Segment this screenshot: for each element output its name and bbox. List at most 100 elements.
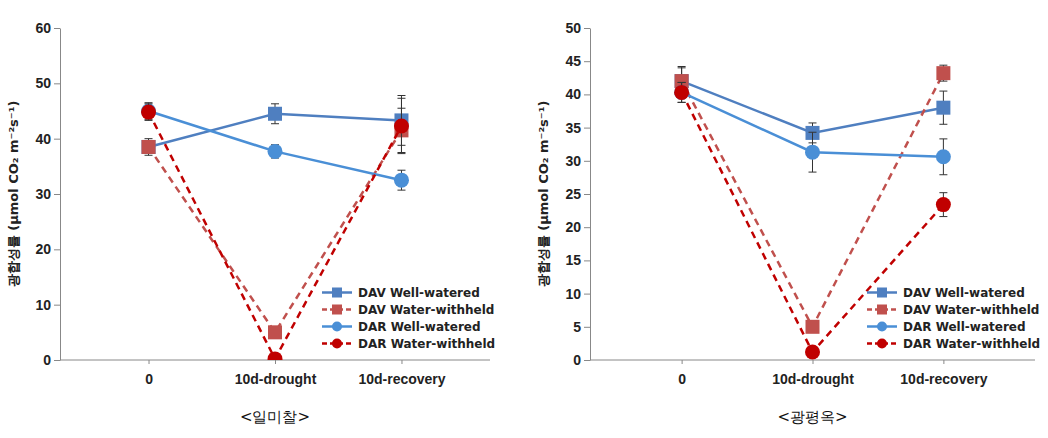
tick: 15 [565, 252, 590, 268]
tick-mark [584, 128, 590, 129]
tick-mark [943, 360, 944, 364]
error-bar-cap [145, 155, 153, 156]
error-bar-cap [939, 124, 947, 125]
legend-label: DAR Water-withheld [358, 337, 495, 351]
tick-label: 30 [35, 186, 51, 202]
tick: 0 [678, 360, 686, 387]
tick-mark [54, 139, 60, 140]
marker [142, 140, 156, 154]
tick-mark [584, 227, 590, 228]
error-bar-cap [397, 95, 405, 96]
tick-label: 20 [35, 241, 51, 257]
tick-label: 10d-drought [772, 371, 854, 387]
legend-label: DAV Water-withheld [358, 303, 494, 317]
tick-label: 5 [573, 319, 581, 335]
tick-mark [584, 161, 590, 162]
tick-label: 10d-recovery [358, 371, 445, 387]
tick-mark [584, 194, 590, 195]
tick-label: 60 [35, 20, 51, 36]
tick-mark [275, 360, 276, 364]
tick-label: 20 [565, 219, 581, 235]
tick: 10d-drought [772, 360, 854, 387]
error-bar-cap [271, 123, 279, 124]
tick-mark [54, 194, 60, 195]
error-bar-cap [939, 192, 947, 193]
tick-mark [584, 360, 590, 361]
error-bar-cap [809, 122, 817, 123]
tick-mark [54, 360, 60, 361]
tick: 40 [565, 86, 590, 102]
tick-label: 35 [565, 120, 581, 136]
error-bar-cap [145, 138, 153, 139]
marker [674, 85, 689, 100]
tick: 0 [573, 352, 590, 368]
legend-marker [332, 288, 342, 298]
tick: 0 [43, 352, 60, 368]
tick-mark [584, 61, 590, 62]
legend-label: DAR Well-watered [903, 320, 1026, 334]
tick-label: 40 [35, 131, 51, 147]
legend-item: DAR Water-withheld [867, 337, 1040, 351]
tick-label: 0 [43, 352, 51, 368]
tick-label: 0 [678, 371, 686, 387]
series [674, 82, 951, 359]
marker [805, 145, 820, 160]
tick-mark [54, 28, 60, 29]
marker [394, 118, 409, 133]
legend-label: DAR Well-watered [358, 320, 481, 334]
legend-label: DAV Well-watered [358, 286, 480, 300]
tick: 50 [35, 75, 60, 91]
tick: 20 [35, 241, 60, 257]
marker [674, 85, 689, 100]
tick: 35 [565, 120, 590, 136]
tick-label: 10 [35, 297, 51, 313]
legend-label: DAR Water-withheld [903, 337, 1040, 351]
marker [806, 320, 820, 334]
legend-item: DAV Water-withheld [322, 303, 494, 317]
marker [936, 101, 950, 115]
marker [142, 140, 156, 154]
legend-item: DAV Water-withheld [867, 303, 1039, 317]
tick: 5 [573, 319, 590, 335]
tick-label: 45 [565, 53, 581, 69]
tick: 20 [565, 219, 590, 235]
tick: 0 [145, 360, 153, 387]
legend: DAV Well-watered DAV Water-withheld DAR We… [322, 286, 495, 351]
legend-marker [877, 322, 887, 332]
tick: 45 [565, 53, 590, 69]
tick-label: 50 [35, 75, 51, 91]
error-bar-cap [397, 153, 405, 154]
tick-label: 10d-recovery [900, 371, 987, 387]
tick-label: 15 [565, 252, 581, 268]
error-bar-cap [678, 82, 686, 83]
marker [936, 149, 951, 164]
tick-label: 50 [565, 20, 581, 36]
tick-mark [584, 327, 590, 328]
tick-mark [682, 360, 683, 364]
marker [268, 107, 282, 121]
x-axis: 0 10d-drought 10d-recovery [590, 360, 1035, 387]
tick: 25 [565, 186, 590, 202]
tick-label: 0 [145, 371, 153, 387]
marker [268, 144, 283, 159]
marker [268, 351, 283, 360]
tick-label: 0 [573, 352, 581, 368]
x-axis: 010d-drought10d-recovery [60, 360, 490, 387]
marker [268, 325, 282, 339]
tick-mark [54, 249, 60, 250]
legend-item: DAR Well-watered [322, 320, 481, 334]
error-bar-cap [397, 190, 405, 191]
tick: 30 [35, 186, 60, 202]
error-bar-cap [939, 81, 947, 82]
legend-label: DAV Well-watered [903, 286, 1025, 300]
error-bar-cap [939, 65, 947, 66]
legend: DAV Well-watered DAV Water-withheld DAR We… [867, 286, 1040, 351]
error-bar-cap [397, 98, 405, 99]
error-bar-cap [678, 67, 686, 68]
legend-marker [332, 339, 342, 349]
tick: 50 [565, 20, 590, 36]
marker [394, 173, 409, 188]
tick: 10 [565, 286, 590, 302]
tick: 10d-recovery [900, 360, 987, 387]
error-bar-cap [939, 138, 947, 139]
